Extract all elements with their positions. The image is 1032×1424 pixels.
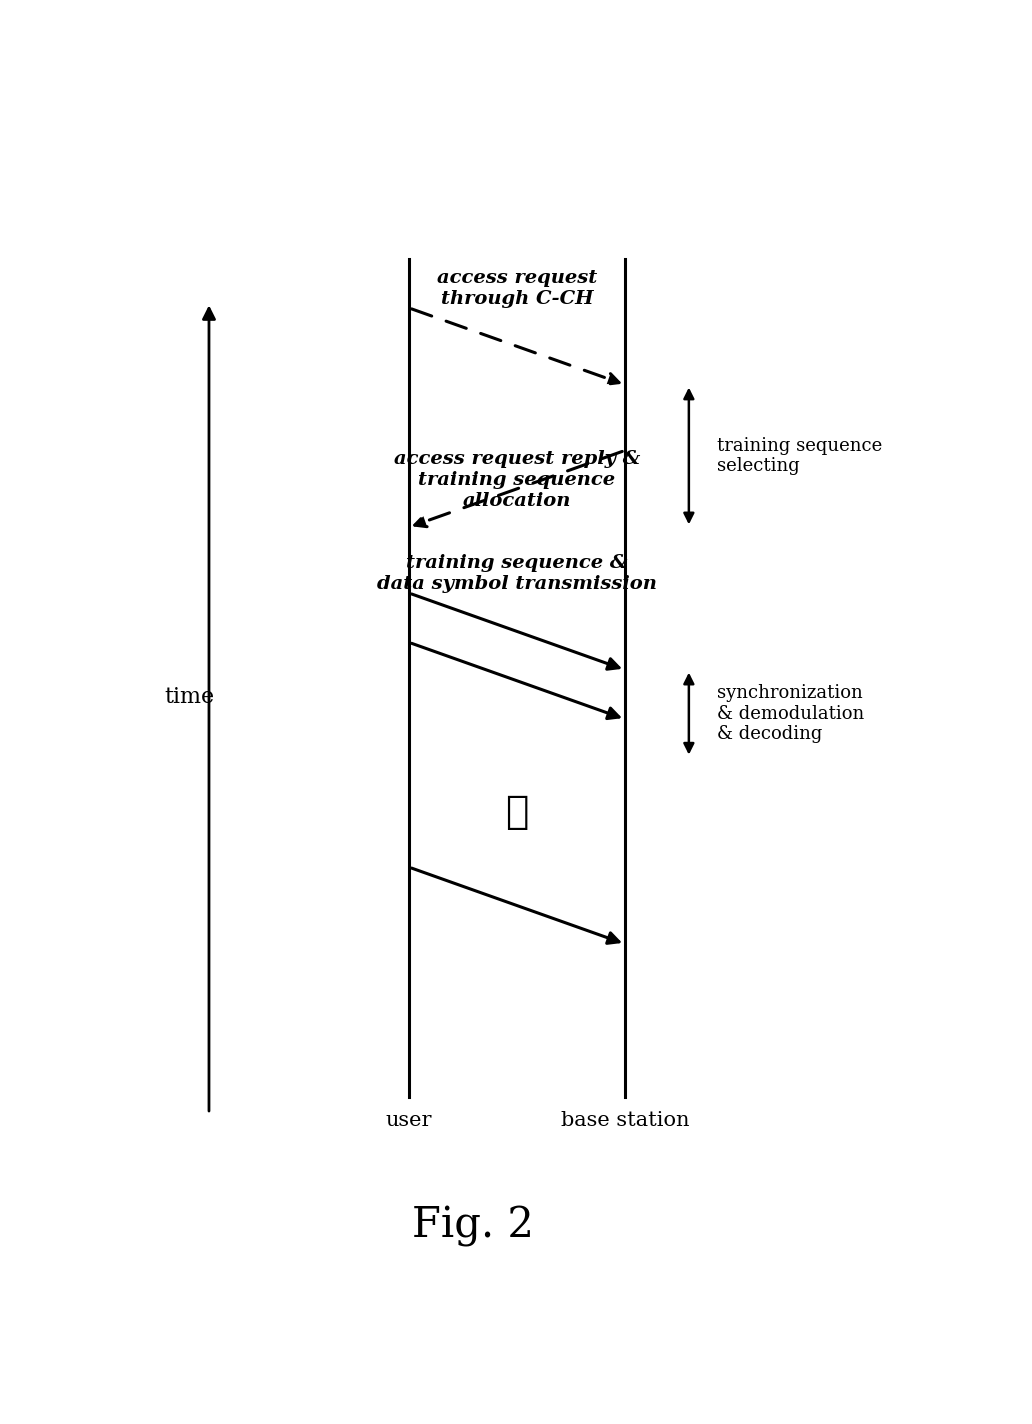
Text: synchronization
& demodulation
& decoding: synchronization & demodulation & decodin… xyxy=(717,684,864,743)
Text: training sequence
selecting: training sequence selecting xyxy=(717,437,882,476)
Text: user: user xyxy=(386,1111,432,1129)
Text: training sequence &
data symbol transmission: training sequence & data symbol transmis… xyxy=(377,554,656,592)
Text: access request reply &
training sequence
allocation: access request reply & training sequence… xyxy=(394,450,640,510)
Text: time: time xyxy=(164,686,214,708)
Text: Fig. 2: Fig. 2 xyxy=(412,1205,534,1246)
Text: ⋮: ⋮ xyxy=(506,793,528,830)
Text: access request
through C-CH: access request through C-CH xyxy=(437,269,598,308)
Text: base station: base station xyxy=(560,1111,689,1129)
